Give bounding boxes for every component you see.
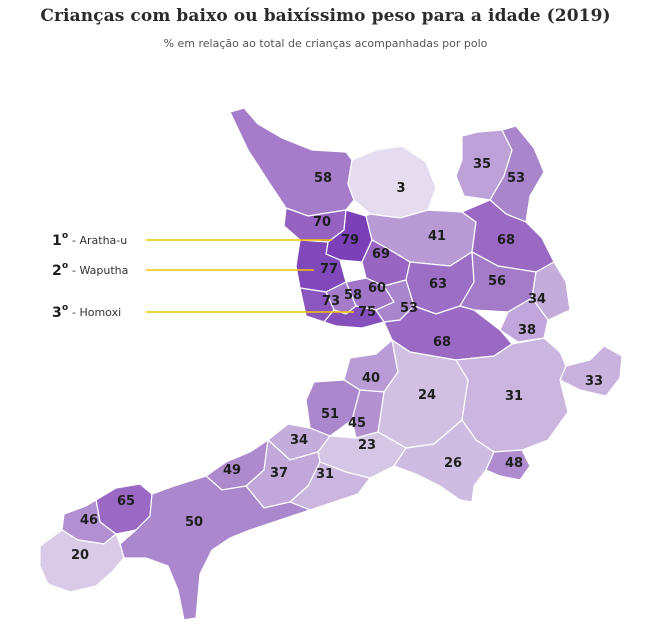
region-value-label: 53 (507, 171, 525, 186)
rank-number: 1 (52, 233, 62, 249)
region-45[interactable] (351, 389, 385, 439)
region-value-label: 60 (368, 281, 386, 296)
region-value-label: 68 (433, 335, 451, 350)
ranking-1: 1 o - Aratha-u (52, 231, 127, 249)
region-value-label: 35 (473, 157, 491, 172)
region-48[interactable] (485, 449, 531, 481)
region-value-label: 75 (358, 305, 376, 320)
region-value-label: 53 (400, 301, 418, 316)
region-58-north-west[interactable] (229, 107, 355, 217)
region-value-label: 26 (444, 456, 462, 471)
region-value-label: 40 (362, 371, 380, 386)
region-26[interactable] (393, 419, 495, 503)
region-value-label: 46 (80, 513, 98, 528)
region-value-label: 38 (518, 323, 536, 338)
region-value-label: 73 (322, 294, 340, 309)
rank-ordinal: o (62, 261, 68, 271)
region-value-label: 69 (372, 247, 390, 262)
rank-number: 2 (52, 263, 62, 279)
region-value-label: 65 (117, 494, 135, 509)
region-51[interactable] (305, 379, 361, 437)
region-3[interactable] (347, 145, 437, 219)
region-value-label: 51 (321, 407, 339, 422)
ranking-2: 2 o - Waputha (52, 261, 128, 279)
region-value-label: 31 (505, 389, 523, 404)
region-value-label: 31 (316, 467, 334, 482)
rank-ordinal: o (62, 231, 68, 241)
region-value-label: 45 (348, 416, 366, 431)
region-value-label: 58 (344, 288, 362, 303)
region-value-label: 68 (497, 233, 515, 248)
region-value-label: 24 (418, 388, 436, 403)
region-50[interactable] (119, 475, 312, 621)
region-33[interactable] (559, 345, 623, 397)
rank-number: 3 (52, 305, 62, 321)
region-value-label: 49 (223, 463, 241, 478)
region-value-label: 63 (429, 277, 447, 292)
rank-label: - Waputha (72, 264, 128, 277)
region-value-label: 23 (358, 438, 376, 453)
region-value-label: 34 (528, 292, 546, 307)
region-20[interactable] (39, 529, 125, 593)
region-value-label: 70 (313, 215, 331, 230)
rank-label: - Homoxi (72, 306, 121, 319)
region-31-west[interactable] (288, 461, 372, 511)
region-value-label: 3 (396, 181, 405, 196)
region-value-label: 58 (314, 171, 332, 186)
region-value-label: 77 (320, 262, 338, 277)
region-value-label: 20 (71, 548, 89, 563)
region-value-label: 34 (290, 433, 308, 448)
rank-label: - Aratha-u (72, 234, 127, 247)
region-value-label: 37 (270, 466, 288, 481)
page-subtitle: % em relação ao total de crianças acompa… (163, 37, 488, 50)
region-value-label: 33 (585, 374, 603, 389)
region-value-label: 48 (505, 456, 523, 471)
region-value-label: 79 (341, 233, 359, 248)
ranking-3: 3 o - Homoxi (52, 303, 121, 321)
rank-ordinal: o (62, 303, 68, 313)
region-value-label: 56 (488, 274, 506, 289)
region-value-label: 50 (185, 515, 203, 530)
page-title: Crianças com baixo ou baixíssimo peso pa… (40, 6, 611, 26)
region-value-label: 41 (428, 229, 446, 244)
